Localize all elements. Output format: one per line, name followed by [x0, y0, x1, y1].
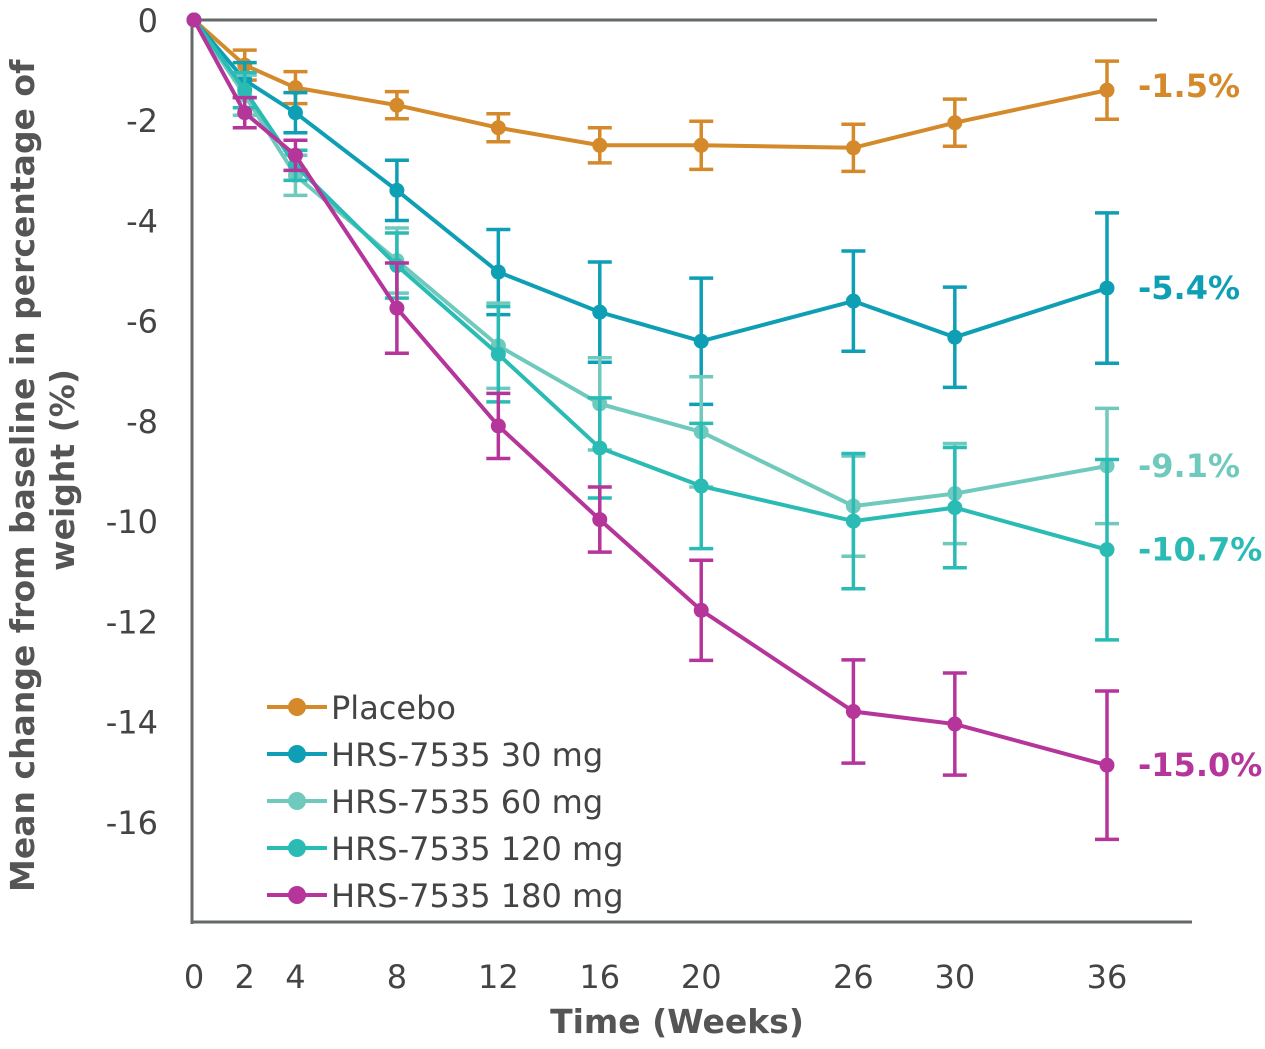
- data-point: [947, 329, 963, 345]
- y-tick-label: -2: [126, 102, 158, 140]
- end-label: -15.0%: [1138, 746, 1262, 784]
- series-1: -5.4%: [186, 12, 1240, 407]
- data-point: [592, 440, 608, 456]
- series-line: [192, 18, 1108, 552]
- data-point: [693, 333, 709, 349]
- data-point: [845, 140, 861, 156]
- y-tick-label: 0: [138, 2, 158, 40]
- legend-swatch-marker: [288, 745, 306, 763]
- y-tick-label: -10: [106, 503, 158, 541]
- data-point: [237, 105, 253, 121]
- series-line: [192, 18, 1108, 344]
- end-label: -9.1%: [1138, 447, 1240, 485]
- data-point: [490, 346, 506, 362]
- legend-swatch-marker: [288, 886, 306, 904]
- x-tick-label: 26: [833, 958, 874, 996]
- legend-swatch-marker: [288, 792, 306, 810]
- x-axis-label: Time (Weeks): [550, 1002, 804, 1041]
- x-tick-label: 36: [1087, 958, 1128, 996]
- axes: 0-2-4-6-8-10-12-14-160 2 4 8 12 16 20 26 30 36: [106, 2, 1192, 996]
- data-point: [237, 82, 253, 98]
- legend-swatch-marker: [288, 698, 306, 716]
- data-point: [1099, 757, 1115, 773]
- data-point: [947, 500, 963, 516]
- data-point: [1099, 280, 1115, 296]
- data-point: [845, 513, 861, 529]
- legend-item: Placebo: [267, 689, 456, 727]
- data-point: [490, 418, 506, 434]
- data-point: [693, 137, 709, 153]
- data-point: [1099, 542, 1115, 558]
- x-tick-label: 20: [681, 958, 722, 996]
- series-4: -15.0%: [186, 12, 1262, 842]
- end-label: -1.5%: [1138, 67, 1240, 105]
- data-point: [490, 120, 506, 136]
- data-point: [389, 97, 405, 113]
- x-tick-label: 12: [478, 958, 519, 996]
- data-point: [287, 147, 303, 163]
- data-point: [693, 478, 709, 494]
- data-point: [592, 137, 608, 153]
- y-tick-label: -4: [126, 202, 158, 240]
- legend-label: HRS-7535 30 mg: [331, 736, 603, 774]
- series-marks: -1.5% -5.4% -9.1% -10.7% -15.0%: [186, 12, 1262, 842]
- x-tick-label: 2: [235, 958, 255, 996]
- data-point: [947, 716, 963, 732]
- legend-item: HRS-7535 30 mg: [267, 736, 603, 774]
- legend-label: Placebo: [331, 689, 456, 727]
- data-point: [389, 182, 405, 198]
- data-point: [1099, 82, 1115, 98]
- series-line: [192, 19, 1108, 768]
- legend-item: HRS-7535 60 mg: [267, 783, 603, 821]
- end-label: -10.7%: [1138, 531, 1262, 569]
- legend-item: HRS-7535 180 mg: [267, 877, 624, 915]
- y-tick-label: -16: [106, 804, 158, 842]
- y-tick-label: -6: [126, 303, 158, 341]
- data-point: [845, 704, 861, 720]
- x-tick-label: 16: [579, 958, 620, 996]
- legend-swatch-marker: [288, 839, 306, 857]
- x-tick-label: 30: [934, 958, 975, 996]
- y-tick-label: -14: [106, 704, 158, 742]
- y-axis-label-line-1: Mean change from baseline in percentage …: [3, 59, 42, 892]
- legend-item: HRS-7535 120 mg: [267, 830, 624, 868]
- data-point: [592, 304, 608, 320]
- legend-label: HRS-7535 180 mg: [331, 877, 624, 915]
- x-tick-label: 4: [285, 958, 305, 996]
- y-tick-label: -8: [126, 403, 158, 441]
- legend-label: HRS-7535 120 mg: [331, 830, 624, 868]
- y-axis-label: Mean change from baseline in percentage …: [3, 48, 82, 892]
- end-label: -5.4%: [1138, 269, 1240, 307]
- legend: Placebo HRS-7535 30 mg HRS-7535 60 mg HRS-7…: [267, 689, 624, 915]
- series-0: -1.5%: [186, 12, 1240, 174]
- series-3: -10.7%: [186, 12, 1262, 642]
- series-line: [192, 18, 1108, 150]
- data-point: [947, 115, 963, 131]
- data-point: [389, 300, 405, 316]
- data-point: [693, 602, 709, 618]
- x-tick-label: 0: [184, 958, 204, 996]
- y-tick-label: -12: [106, 603, 158, 641]
- x-tick-label: 8: [387, 958, 407, 996]
- legend-label: HRS-7535 60 mg: [331, 783, 603, 821]
- data-point: [287, 105, 303, 121]
- y-axis-label-line-2: weight (%): [43, 369, 82, 571]
- data-point: [592, 512, 608, 528]
- data-point: [490, 264, 506, 280]
- data-point: [186, 12, 202, 28]
- data-point: [845, 293, 861, 309]
